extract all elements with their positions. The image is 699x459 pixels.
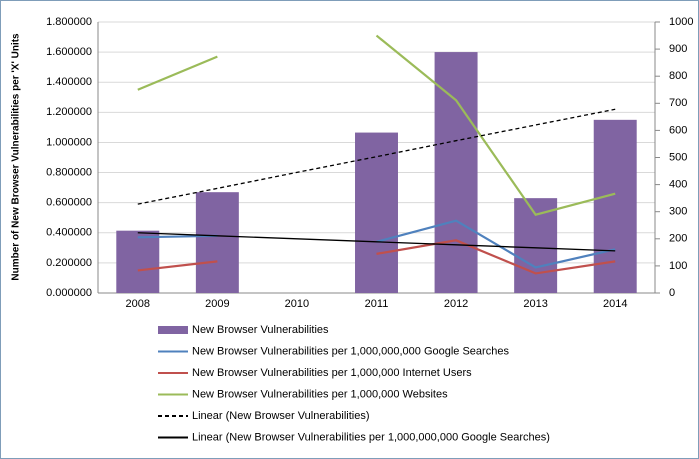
x-tick-label: 2008 [126, 298, 150, 310]
bar [195, 192, 239, 293]
y-tick-label: 1.400000 [46, 76, 92, 88]
y-tick-label: 0.000000 [46, 287, 92, 299]
y-tick-label: 1.800000 [46, 16, 92, 28]
bar [593, 119, 637, 294]
y2-tick-label: 100 [669, 260, 687, 272]
x-tick-label: 2010 [285, 298, 309, 310]
bar [514, 198, 558, 293]
y2-tick-label: 800 [669, 70, 687, 82]
legend-label: Linear (New Browser Vulnerabilities) [192, 410, 370, 422]
line [137, 219, 616, 269]
y-tick-label: 1.000000 [46, 136, 92, 148]
legend-label: New Browser Vulnerabilities per 1,000,00… [192, 388, 448, 400]
y2-tick-label: 300 [669, 206, 687, 218]
x-tick-label: 2011 [365, 298, 389, 310]
x-tick-label: 2009 [205, 298, 229, 310]
legend-label: New Browser Vulnerabilities per 1,000,00… [192, 345, 509, 357]
legend-label: New Browser Vulnerabilities [192, 324, 329, 336]
x-tick-label: 2013 [523, 298, 547, 310]
y-tick-label: 1.600000 [46, 46, 92, 58]
y-tick-label: 0.200000 [46, 257, 92, 269]
y2-tick-label: 400 [669, 179, 687, 191]
y2-tick-label: 200 [669, 233, 687, 245]
y-tick-label: 0.800000 [46, 166, 92, 178]
line [137, 239, 616, 275]
y2-tick-label: 900 [669, 43, 687, 55]
y-tick-label: 0.400000 [46, 227, 92, 239]
x-tick-label: 2012 [444, 298, 468, 310]
legend-label: Linear (New Browser Vulnerabilities per … [192, 431, 550, 443]
y2-tick-label: 700 [669, 97, 687, 109]
y2-tick-label: 0 [669, 287, 675, 299]
y2-tick-label: 1000 [669, 16, 693, 28]
bar [434, 52, 478, 294]
y-tick-label: 0.600000 [46, 197, 92, 209]
line [137, 232, 616, 252]
y-tick-label: 1.200000 [46, 106, 92, 118]
y-axis-title: Number of New Browser Vulnerabilities pe… [11, 33, 22, 281]
legend-label: New Browser Vulnerabilities per 1,000,00… [192, 367, 472, 379]
y2-tick-label: 600 [669, 124, 687, 136]
legend-swatch [158, 326, 188, 334]
bar [355, 132, 398, 293]
line [137, 34, 616, 216]
bar [116, 230, 160, 293]
y2-tick-label: 500 [669, 151, 687, 163]
x-tick-label: 2014 [603, 298, 627, 310]
